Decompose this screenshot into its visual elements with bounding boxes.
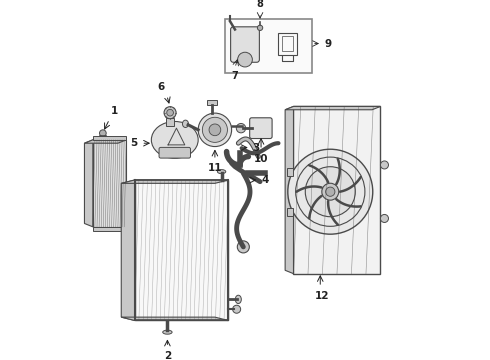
Circle shape — [164, 107, 176, 119]
Polygon shape — [285, 107, 380, 110]
Circle shape — [209, 124, 221, 136]
Text: 8: 8 — [257, 0, 264, 9]
Text: 9: 9 — [324, 39, 332, 49]
Text: 4: 4 — [261, 175, 269, 185]
Ellipse shape — [163, 330, 172, 334]
Text: 12: 12 — [315, 291, 329, 301]
Bar — [288, 208, 294, 216]
Polygon shape — [84, 140, 93, 227]
FancyBboxPatch shape — [159, 147, 191, 158]
Circle shape — [322, 183, 339, 200]
Bar — [207, 100, 217, 105]
Text: 6: 6 — [157, 82, 165, 92]
Polygon shape — [121, 180, 228, 183]
Bar — [93, 136, 126, 140]
Text: 5: 5 — [130, 138, 137, 148]
Circle shape — [236, 123, 245, 133]
Circle shape — [233, 305, 241, 313]
Circle shape — [198, 113, 232, 147]
Polygon shape — [121, 317, 228, 320]
Bar — [166, 118, 174, 126]
Polygon shape — [135, 180, 228, 320]
Circle shape — [99, 130, 106, 136]
Text: 1: 1 — [111, 107, 119, 116]
Bar — [225, 19, 312, 73]
Circle shape — [380, 215, 389, 222]
Ellipse shape — [235, 295, 241, 303]
Circle shape — [288, 149, 373, 234]
Polygon shape — [84, 140, 126, 143]
Text: 3: 3 — [252, 143, 260, 153]
Ellipse shape — [218, 170, 226, 174]
Polygon shape — [294, 107, 380, 274]
Ellipse shape — [182, 120, 189, 127]
Text: 10: 10 — [254, 154, 269, 164]
FancyBboxPatch shape — [250, 118, 272, 139]
Bar — [282, 36, 294, 51]
Polygon shape — [121, 180, 135, 320]
FancyBboxPatch shape — [231, 27, 259, 62]
Circle shape — [238, 52, 252, 67]
Circle shape — [305, 167, 355, 217]
Text: 2: 2 — [164, 351, 171, 360]
Polygon shape — [93, 140, 126, 227]
Bar — [93, 227, 126, 231]
Circle shape — [167, 109, 173, 116]
Ellipse shape — [151, 121, 198, 158]
Circle shape — [237, 241, 249, 253]
Circle shape — [326, 187, 335, 196]
Circle shape — [202, 117, 227, 142]
Bar — [278, 33, 297, 55]
Circle shape — [257, 25, 263, 31]
Circle shape — [380, 161, 389, 169]
Text: 11: 11 — [208, 163, 222, 173]
Bar — [288, 168, 294, 176]
Text: 7: 7 — [232, 71, 238, 81]
Polygon shape — [285, 107, 294, 274]
